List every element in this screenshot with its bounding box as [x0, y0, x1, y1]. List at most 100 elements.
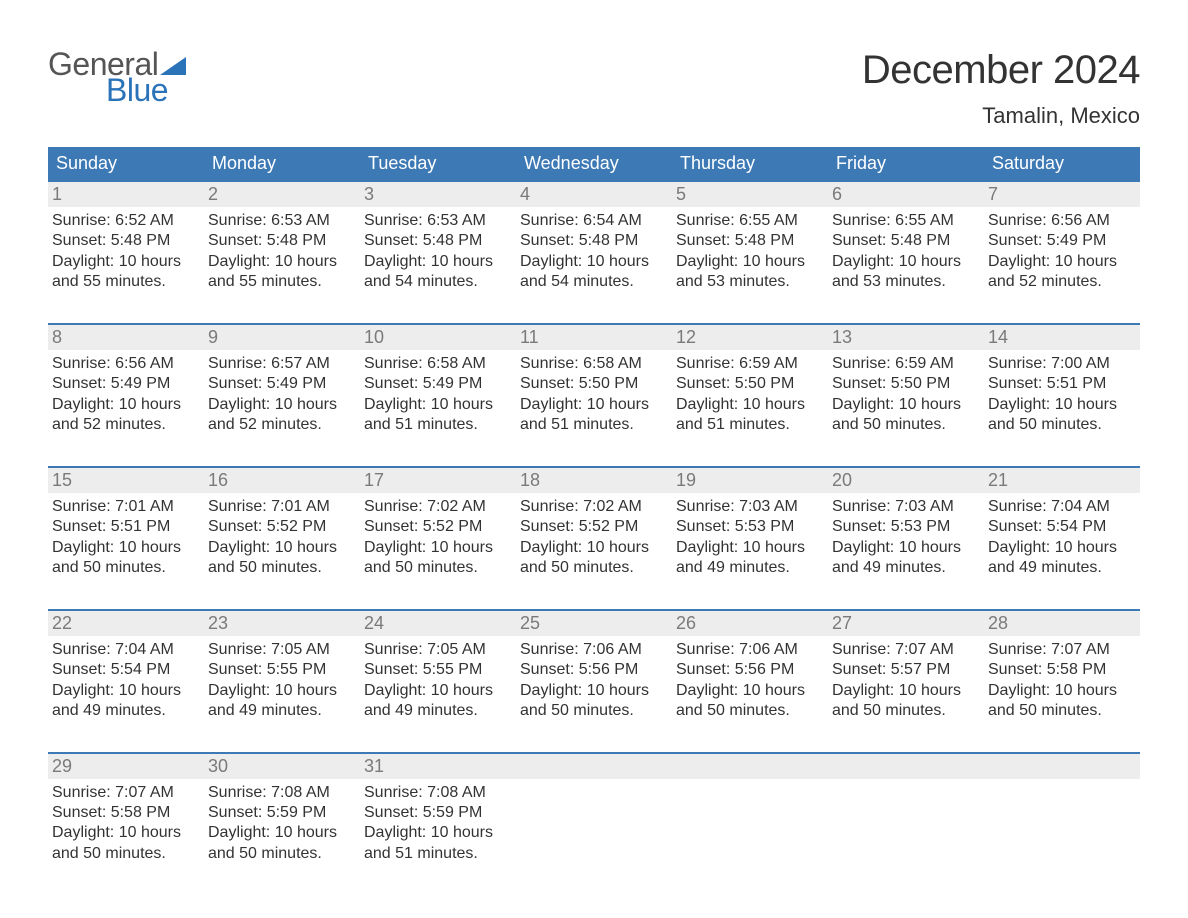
sunset-line: Sunset: 5:50 PM: [520, 374, 668, 394]
week-spacer: [48, 438, 1140, 466]
weeks-container: 1Sunrise: 6:52 AMSunset: 5:48 PMDaylight…: [48, 180, 1140, 866]
sunset-line: Sunset: 5:48 PM: [520, 231, 668, 251]
daylight-line: Daylight: 10 hours and 50 minutes.: [364, 538, 512, 579]
day-body: Sunrise: 7:05 AMSunset: 5:55 PMDaylight:…: [360, 636, 516, 724]
sunrise-line: Sunrise: 7:06 AM: [676, 640, 824, 660]
sunset-line: Sunset: 5:51 PM: [988, 374, 1136, 394]
title-block: December 2024 Tamalin, Mexico: [862, 48, 1140, 129]
day-number: 24: [360, 611, 516, 636]
day-cell: 23Sunrise: 7:05 AMSunset: 5:55 PMDayligh…: [204, 611, 360, 724]
daylight-line: Daylight: 10 hours and 53 minutes.: [832, 252, 980, 293]
sunrise-line: Sunrise: 7:07 AM: [832, 640, 980, 660]
day-header: Sunday: [48, 147, 204, 180]
day-number: 29: [48, 754, 204, 779]
sunset-line: Sunset: 5:59 PM: [208, 803, 356, 823]
day-cell: 1Sunrise: 6:52 AMSunset: 5:48 PMDaylight…: [48, 182, 204, 295]
sunset-line: Sunset: 5:49 PM: [52, 374, 200, 394]
daylight-line: Daylight: 10 hours and 49 minutes.: [832, 538, 980, 579]
day-cell: 25Sunrise: 7:06 AMSunset: 5:56 PMDayligh…: [516, 611, 672, 724]
day-cell: 31Sunrise: 7:08 AMSunset: 5:59 PMDayligh…: [360, 754, 516, 867]
day-cell: 19Sunrise: 7:03 AMSunset: 5:53 PMDayligh…: [672, 468, 828, 581]
day-header: Monday: [204, 147, 360, 180]
sunset-line: Sunset: 5:59 PM: [364, 803, 512, 823]
day-cell: 7Sunrise: 6:56 AMSunset: 5:49 PMDaylight…: [984, 182, 1140, 295]
day-body: Sunrise: 6:53 AMSunset: 5:48 PMDaylight:…: [360, 207, 516, 295]
day-number: 4: [516, 182, 672, 207]
day-cell: 4Sunrise: 6:54 AMSunset: 5:48 PMDaylight…: [516, 182, 672, 295]
day-header: Tuesday: [360, 147, 516, 180]
sunset-line: Sunset: 5:48 PM: [676, 231, 824, 251]
day-number: 28: [984, 611, 1140, 636]
week-row: 29 Sunrise: 7:07 AMSunset: 5:58 PMDayligh…: [48, 752, 1140, 867]
day-number: 17: [360, 468, 516, 493]
day-body: Sunrise: 7:00 AMSunset: 5:51 PMDaylight:…: [984, 350, 1140, 438]
sunrise-line: Sunrise: 7:01 AM: [52, 497, 200, 517]
sunrise-line: Sunrise: 6:53 AM: [364, 211, 512, 231]
week-row: 1Sunrise: 6:52 AMSunset: 5:48 PMDaylight…: [48, 180, 1140, 295]
sunrise-line: Sunrise: 6:58 AM: [520, 354, 668, 374]
sunrise-line: Sunrise: 7:08 AM: [208, 783, 356, 803]
sunset-line: Sunset: 5:50 PM: [676, 374, 824, 394]
day-body: Sunrise: 7:07 AMSunset: 5:57 PMDaylight:…: [828, 636, 984, 724]
day-cell: 13Sunrise: 6:59 AMSunset: 5:50 PMDayligh…: [828, 325, 984, 438]
sunrise-line: Sunrise: 7:03 AM: [832, 497, 980, 517]
daylight-line: Daylight: 10 hours and 49 minutes.: [208, 681, 356, 722]
sunset-line: Sunset: 5:49 PM: [364, 374, 512, 394]
day-number: 27: [828, 611, 984, 636]
daylight-line: Daylight: 10 hours and 50 minutes.: [520, 681, 668, 722]
day-cell: 12Sunrise: 6:59 AMSunset: 5:50 PMDayligh…: [672, 325, 828, 438]
calendar: SundayMondayTuesdayWednesdayThursdayFrid…: [48, 147, 1140, 866]
week-spacer: [48, 295, 1140, 323]
sunset-line: Sunset: 5:52 PM: [520, 517, 668, 537]
day-cell: .: [516, 754, 672, 867]
sunrise-line: Sunrise: 7:01 AM: [208, 497, 356, 517]
sunset-line: Sunset: 5:51 PM: [52, 517, 200, 537]
day-cell: 10Sunrise: 6:58 AMSunset: 5:49 PMDayligh…: [360, 325, 516, 438]
daylight-line: Daylight: 10 hours and 50 minutes.: [832, 395, 980, 436]
day-cell: 29 Sunrise: 7:07 AMSunset: 5:58 PMDayligh…: [48, 754, 204, 867]
logo: General Blue: [48, 48, 186, 106]
daylight-line: Daylight: 10 hours and 50 minutes.: [52, 823, 200, 864]
location: Tamalin, Mexico: [862, 103, 1140, 129]
sunset-line: Sunset: 5:54 PM: [52, 660, 200, 680]
sunrise-line: Sunrise: 6:59 AM: [832, 354, 980, 374]
day-header-row: SundayMondayTuesdayWednesdayThursdayFrid…: [48, 147, 1140, 180]
week-row: 22Sunrise: 7:04 AMSunset: 5:54 PMDayligh…: [48, 609, 1140, 724]
day-number: 25: [516, 611, 672, 636]
sunrise-line: Sunrise: 6:58 AM: [364, 354, 512, 374]
sunrise-line: Sunrise: 6:55 AM: [832, 211, 980, 231]
day-cell: .: [828, 754, 984, 867]
day-body: Sunrise: 7:08 AMSunset: 5:59 PMDaylight:…: [204, 779, 360, 867]
day-number: 1: [48, 182, 204, 207]
day-cell: 14Sunrise: 7:00 AMSunset: 5:51 PMDayligh…: [984, 325, 1140, 438]
sunrise-line: Sunrise: 7:05 AM: [208, 640, 356, 660]
sunrise-line: Sunrise: 6:54 AM: [520, 211, 668, 231]
daylight-line: Daylight: 10 hours and 50 minutes.: [208, 538, 356, 579]
day-body: Sunrise: 7:06 AMSunset: 5:56 PMDaylight:…: [516, 636, 672, 724]
sunset-line: Sunset: 5:56 PM: [520, 660, 668, 680]
day-number: 10: [360, 325, 516, 350]
day-number: 19: [672, 468, 828, 493]
day-number: 2: [204, 182, 360, 207]
sunset-line: Sunset: 5:49 PM: [208, 374, 356, 394]
day-number: 6: [828, 182, 984, 207]
day-body: Sunrise: 6:55 AMSunset: 5:48 PMDaylight:…: [828, 207, 984, 295]
day-body: Sunrise: 7:01 AMSunset: 5:51 PMDaylight:…: [48, 493, 204, 581]
sunrise-line: Sunrise: 7:02 AM: [520, 497, 668, 517]
sunrise-line: Sunrise: 7:07 AM: [52, 783, 200, 803]
sunset-line: Sunset: 5:56 PM: [676, 660, 824, 680]
sunrise-line: Sunrise: 7:04 AM: [52, 640, 200, 660]
week-row: 8Sunrise: 6:56 AMSunset: 5:49 PMDaylight…: [48, 323, 1140, 438]
day-cell: 17Sunrise: 7:02 AMSunset: 5:52 PMDayligh…: [360, 468, 516, 581]
day-cell: 27Sunrise: 7:07 AMSunset: 5:57 PMDayligh…: [828, 611, 984, 724]
daylight-line: Daylight: 10 hours and 51 minutes.: [676, 395, 824, 436]
sunset-line: Sunset: 5:52 PM: [208, 517, 356, 537]
sunset-line: Sunset: 5:58 PM: [988, 660, 1136, 680]
day-cell: 2Sunrise: 6:53 AMSunset: 5:48 PMDaylight…: [204, 182, 360, 295]
day-cell: 8Sunrise: 6:56 AMSunset: 5:49 PMDaylight…: [48, 325, 204, 438]
sunrise-line: Sunrise: 6:57 AM: [208, 354, 356, 374]
day-body: Sunrise: 6:55 AMSunset: 5:48 PMDaylight:…: [672, 207, 828, 295]
sunset-line: Sunset: 5:58 PM: [52, 803, 200, 823]
daylight-line: Daylight: 10 hours and 55 minutes.: [52, 252, 200, 293]
daylight-line: Daylight: 10 hours and 50 minutes.: [988, 395, 1136, 436]
